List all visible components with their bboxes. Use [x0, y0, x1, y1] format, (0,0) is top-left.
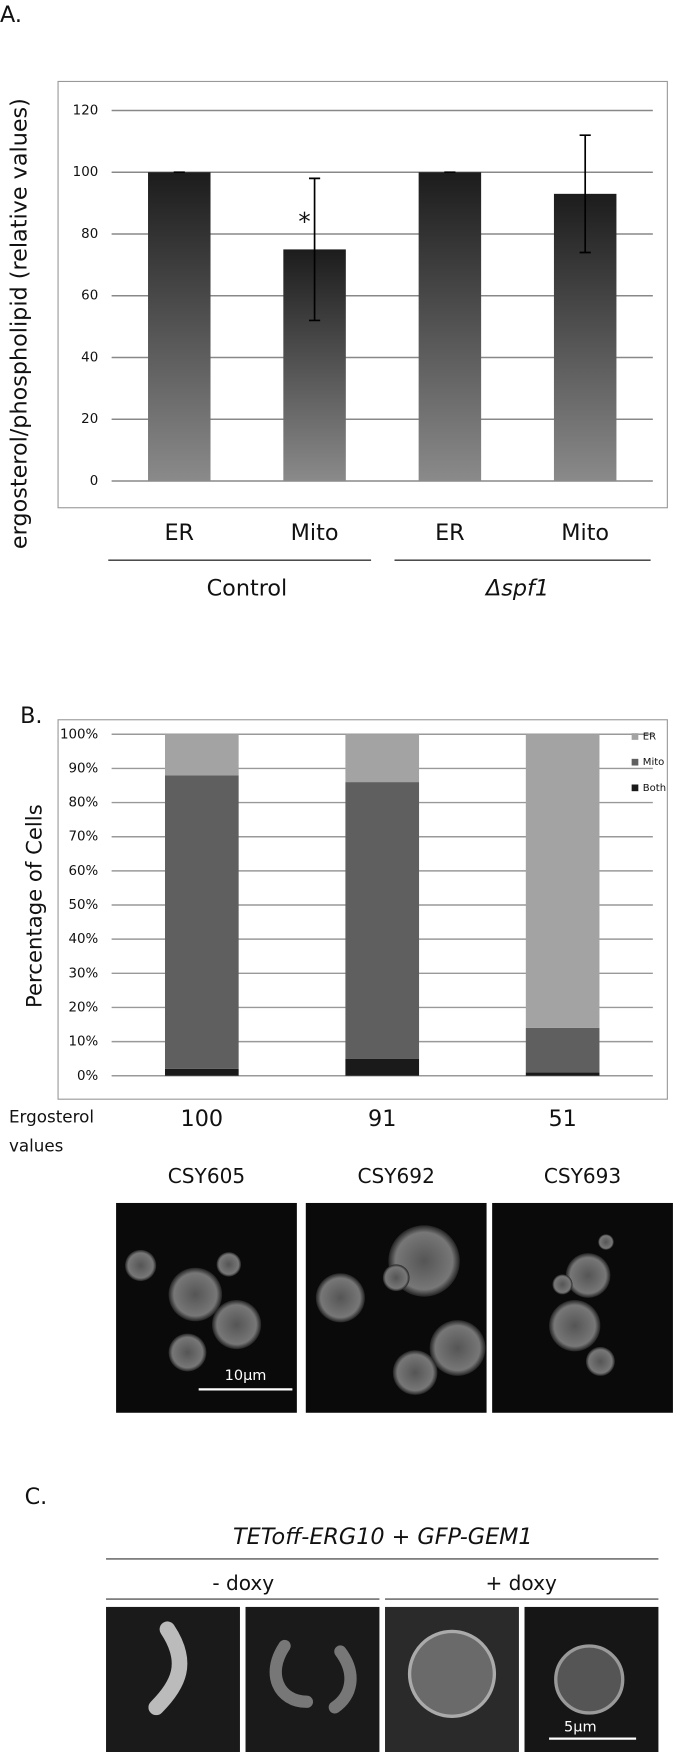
- strain-label: CSY693: [544, 1164, 621, 1188]
- micrographs-c: [106, 1606, 659, 1752]
- y-tick-label: 10%: [68, 1035, 98, 1050]
- panel-label: A.: [0, 2, 22, 28]
- y-axis-label: Percentage of Cells: [22, 804, 47, 1008]
- y-tick-label: 70%: [68, 830, 98, 845]
- condition-label: + doxy: [485, 1571, 556, 1595]
- y-tick-label: 20: [81, 412, 98, 427]
- x-tick-label: 91: [368, 1106, 396, 1132]
- bar-segment: [525, 1072, 600, 1076]
- y-tick-label: 20%: [68, 1000, 98, 1015]
- y-tick-label: 80: [81, 227, 98, 242]
- x-tick-label: ER: [164, 520, 194, 546]
- legend-label: Mito: [643, 757, 665, 768]
- error-bar: [308, 177, 321, 322]
- chart-frame: [57, 719, 668, 1100]
- error-bar: [579, 134, 591, 254]
- legend-label: Both: [643, 783, 666, 794]
- bar-segment: [345, 1058, 420, 1076]
- x-tick-label: 100: [181, 1106, 224, 1132]
- y-tick-label: 60: [81, 289, 98, 304]
- strain-label: CSY692: [358, 1164, 435, 1188]
- y-tick-label: 120: [73, 103, 99, 118]
- bar: [148, 172, 211, 481]
- bar-segment: [345, 782, 420, 1059]
- annotation: *: [298, 207, 310, 236]
- panel-label: C.: [25, 1484, 48, 1510]
- y-tick-label: 0%: [77, 1069, 98, 1084]
- bar-segment: [164, 734, 239, 776]
- y-tick-label: 80%: [68, 796, 98, 811]
- scale-bar-label: 5μm: [564, 1719, 597, 1735]
- scale-bar-label: 10μm: [225, 1368, 267, 1384]
- group-label: Control: [207, 576, 288, 602]
- x-axis-label: Ergosterol values: [8, 1106, 94, 1157]
- panel-label: B.: [20, 703, 42, 729]
- bar-segment: [164, 775, 239, 1069]
- strain-label: CSY605: [168, 1164, 245, 1188]
- bar-segment: [164, 1068, 239, 1076]
- y-tick-label: 100: [73, 165, 99, 180]
- x-tick-label: Mito: [291, 520, 339, 546]
- x-tick-label: Mito: [561, 520, 609, 546]
- micrographs-b: [116, 1202, 673, 1413]
- x-tick-label: 51: [548, 1106, 576, 1132]
- legend-label: ER: [643, 732, 656, 743]
- group-label: Δspf1: [484, 576, 549, 602]
- condition-label: - doxy: [212, 1571, 274, 1595]
- legend-swatch: [631, 733, 639, 740]
- chart-frame: [57, 80, 668, 509]
- y-axis-label: ergosterol/phospholipid (relative values…: [7, 98, 33, 549]
- x-axis-label-box: Ergosterol values: [8, 1106, 94, 1157]
- y-tick-label: 50%: [68, 898, 98, 913]
- bar: [418, 172, 482, 481]
- bar-segment: [345, 734, 420, 783]
- y-tick-label: 90%: [68, 761, 98, 776]
- y-tick-label: 30%: [68, 966, 98, 981]
- bar-segment: [525, 1027, 600, 1073]
- legend-swatch: [631, 784, 639, 792]
- y-tick-label: 40: [81, 350, 98, 365]
- x-tick-label: ER: [435, 520, 465, 546]
- legend-swatch: [631, 758, 639, 766]
- y-tick-label: 0: [90, 474, 99, 489]
- panel-title: TEToff-ERG10 + GFP-GEM1: [233, 1524, 533, 1550]
- y-tick-label: 100%: [60, 727, 98, 742]
- y-tick-label: 60%: [68, 864, 98, 879]
- y-tick-label: 40%: [68, 932, 98, 947]
- bar-segment: [525, 734, 600, 1028]
